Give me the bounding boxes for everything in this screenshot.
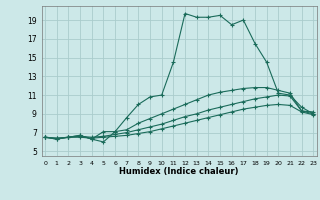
X-axis label: Humidex (Indice chaleur): Humidex (Indice chaleur) [119, 167, 239, 176]
